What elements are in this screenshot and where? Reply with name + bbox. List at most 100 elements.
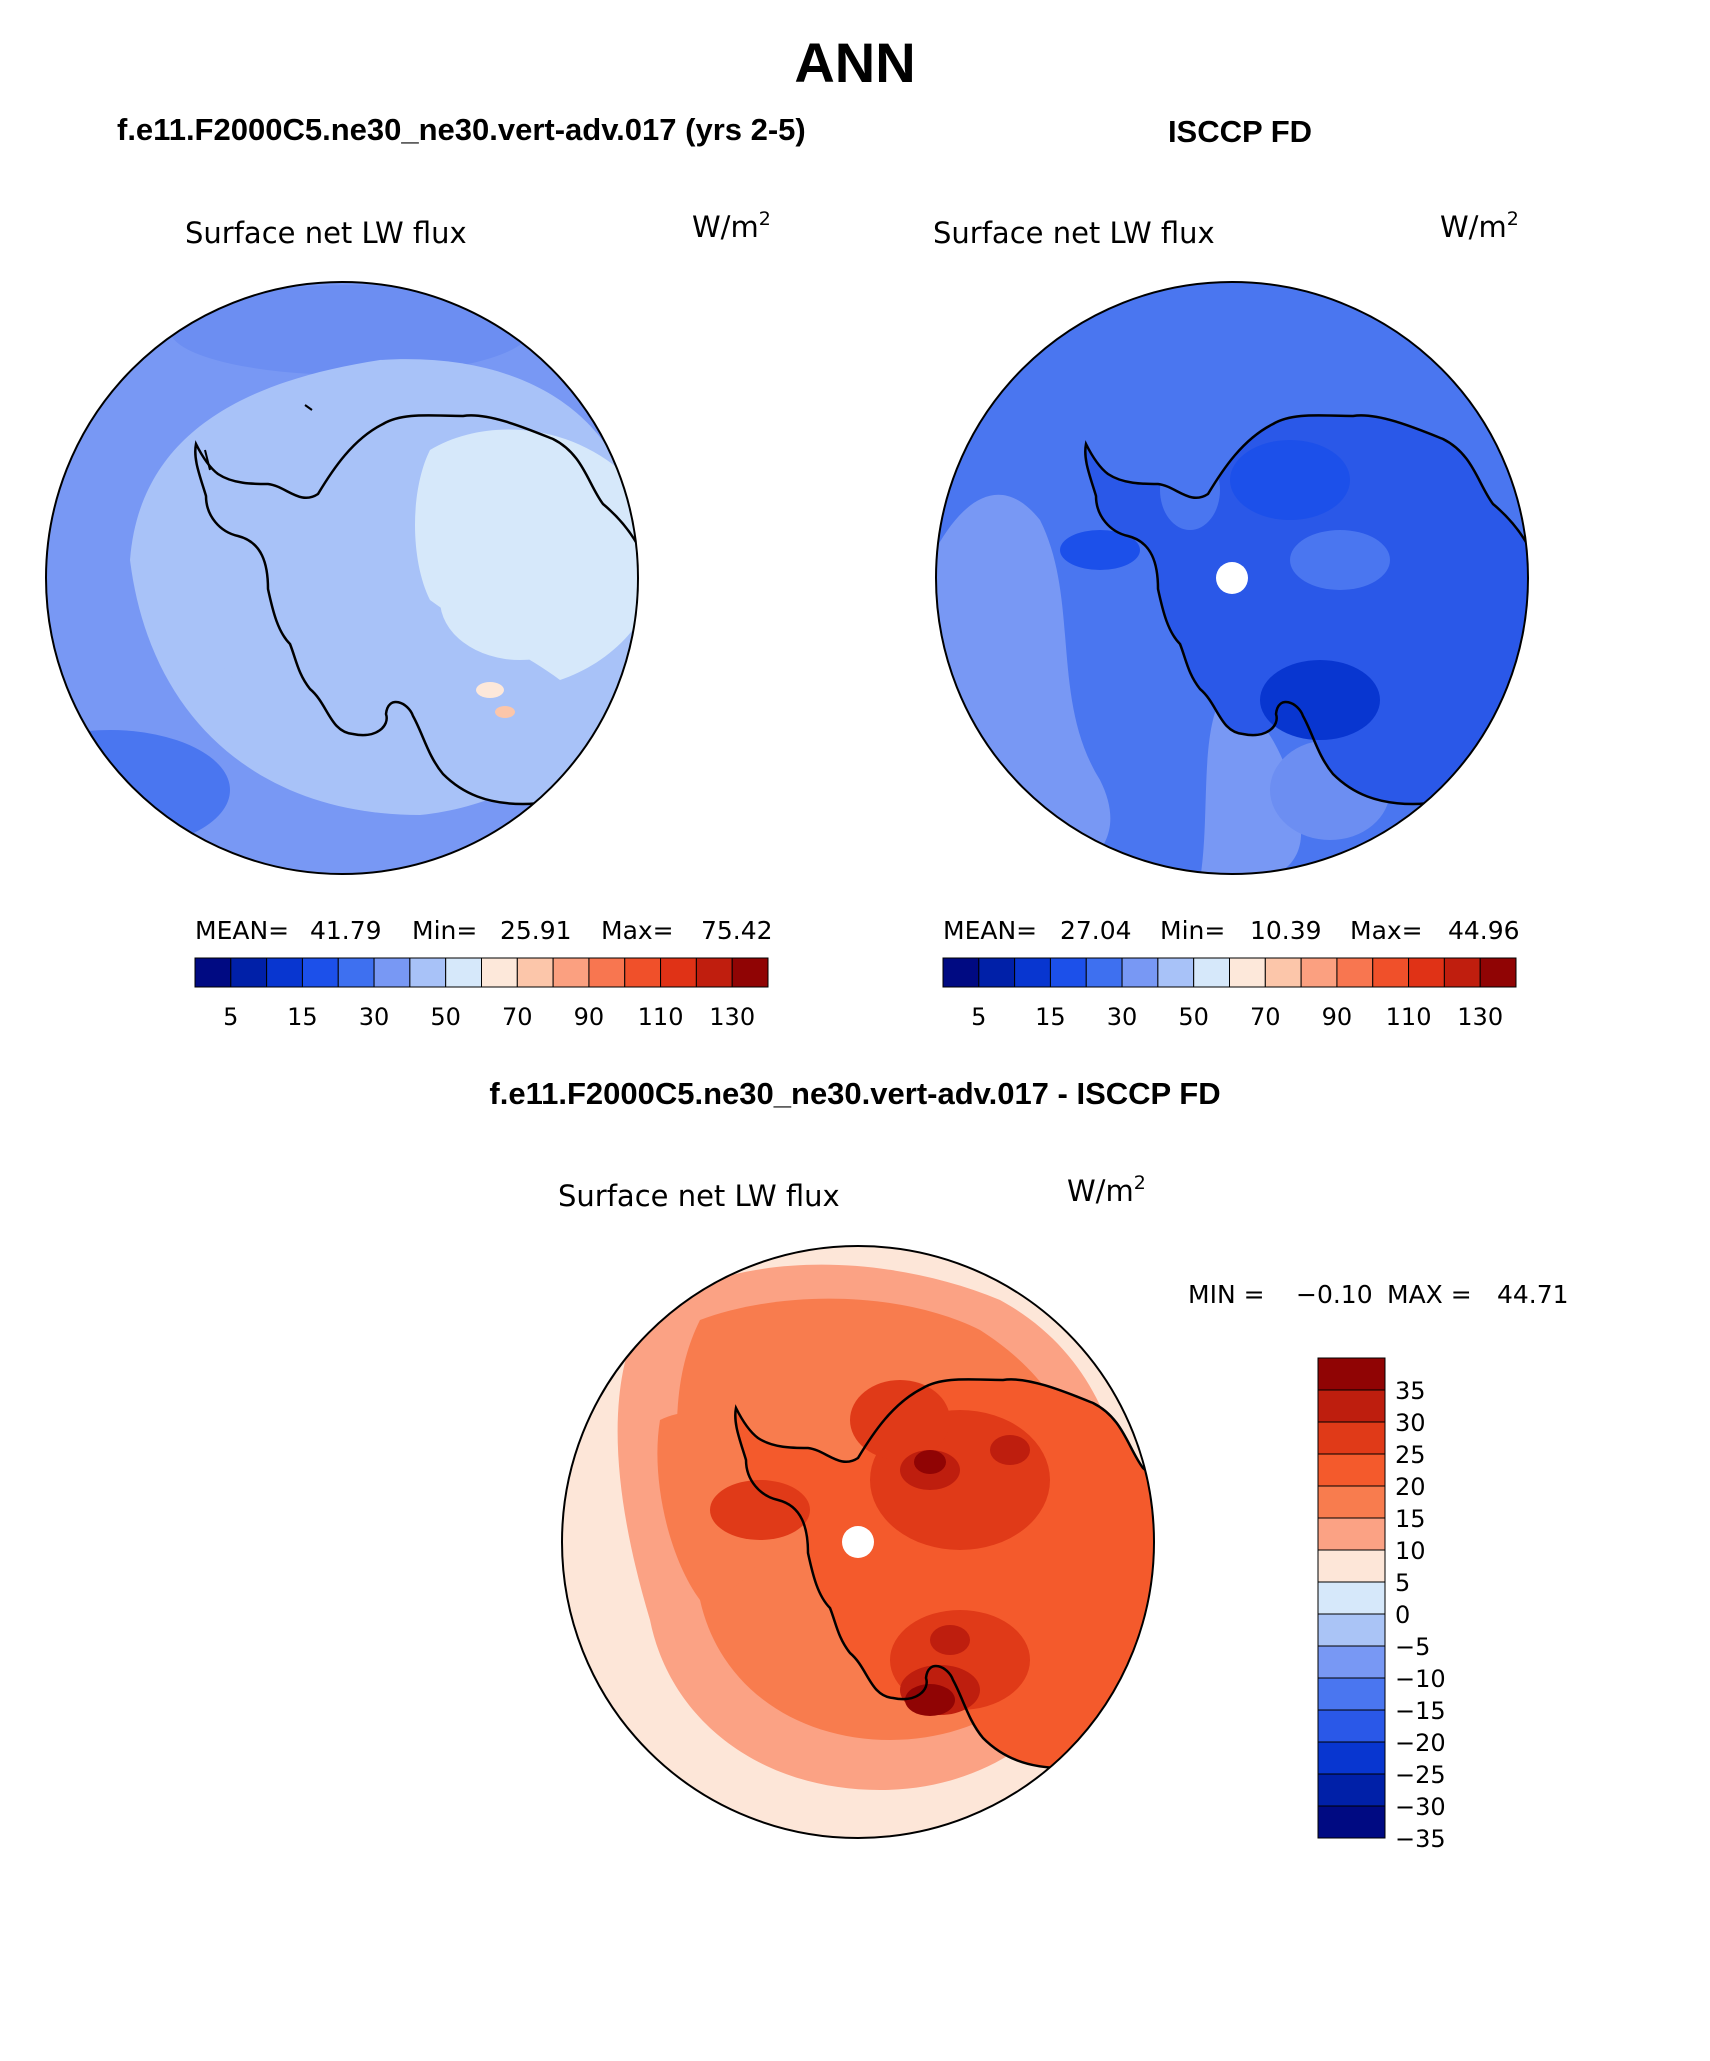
diff-colorbar-swatch xyxy=(1317,1773,1386,1807)
obs-colorbar-tick-label: 90 xyxy=(1322,1003,1353,1031)
obs-colorbar-swatch xyxy=(1372,957,1410,988)
model-min-label: Min= xyxy=(412,916,477,945)
obs-colorbar-swatch xyxy=(1085,957,1123,988)
obs-colorbar-swatch xyxy=(978,957,1016,988)
model-mean-label: MEAN= xyxy=(195,916,289,945)
obs-variable-label: Surface net LW flux xyxy=(933,216,1215,250)
model-colorbar-swatch xyxy=(660,957,697,988)
diff-colorbar-swatch xyxy=(1317,1549,1386,1583)
diff-colorbar-swatch xyxy=(1317,1645,1386,1679)
obs-colorbar-swatch xyxy=(1300,957,1338,988)
model-max-label: Max= xyxy=(601,916,674,945)
diff-map-fill xyxy=(562,1246,1154,1838)
model-colorbar-swatch xyxy=(588,957,626,988)
diff-colorbar-swatch xyxy=(1317,1485,1386,1519)
model-colorbar-tick-label: 130 xyxy=(709,1003,755,1031)
obs-colorbar-tick-label: 50 xyxy=(1178,1003,1209,1031)
diff-colorbar-swatch xyxy=(1317,1357,1386,1391)
diff-map-border xyxy=(561,1245,1155,1839)
obs-map-border xyxy=(935,281,1529,875)
model-colorbar-tick-label: 110 xyxy=(638,1003,684,1031)
diff-max-label: MAX = xyxy=(1387,1280,1472,1309)
model-variable-label: Surface net LW flux xyxy=(185,216,467,250)
diff-colorbar-tick-label: −10 xyxy=(1395,1665,1446,1693)
model-colorbar-swatch xyxy=(301,957,339,988)
model-colorbar-tick-label: 15 xyxy=(287,1003,318,1031)
diff-colorbar-tick-label: 15 xyxy=(1395,1505,1426,1533)
obs-colorbar-swatch xyxy=(1193,957,1230,988)
obs-colorbar-tick-label: 30 xyxy=(1107,1003,1138,1031)
diff-min-label: MIN = xyxy=(1188,1280,1265,1309)
obs-max-label: Max= xyxy=(1350,916,1423,945)
model-colorbar-swatch xyxy=(516,957,554,988)
model-colorbar-swatch xyxy=(445,957,482,988)
obs-colorbar-tick-label: 70 xyxy=(1250,1003,1281,1031)
model-colorbar-swatch xyxy=(552,957,590,988)
diff-colorbar-swatch xyxy=(1317,1613,1386,1647)
model-case-title: f.e11.F2000C5.ne30_ne30.vert-adv.017 (yr… xyxy=(117,112,806,147)
figure-title: ANN xyxy=(794,31,916,94)
model-colorbar-tick-label: 30 xyxy=(359,1003,390,1031)
model-colorbar-tick-label: 90 xyxy=(574,1003,605,1031)
diff-case-title: f.e11.F2000C5.ne30_ne30.vert-adv.017 - I… xyxy=(489,1076,1221,1111)
model-map-fill xyxy=(46,282,638,874)
model-map-border xyxy=(45,281,639,875)
obs-min-value: 10.39 xyxy=(1250,916,1322,945)
model-colorbar-swatch xyxy=(481,957,518,988)
diff-units-label: W/m2 xyxy=(1067,1172,1146,1208)
diff-colorbar-tick-label: 5 xyxy=(1395,1569,1410,1597)
obs-colorbar-swatch xyxy=(1229,957,1266,988)
obs-units-label: W/m2 xyxy=(1440,208,1519,244)
diff-colorbar-tick-label: −35 xyxy=(1395,1825,1446,1853)
model-mean-value: 41.79 xyxy=(310,916,382,945)
diff-map: Surface net LW flux W/m2 xyxy=(558,1172,1569,1853)
diff-colorbar-tick-label: 30 xyxy=(1395,1409,1426,1437)
obs-colorbar-swatch xyxy=(1049,957,1087,988)
model-map: Surface net LW flux W/m2 xyxy=(45,208,773,1031)
model-colorbar-swatch xyxy=(695,957,733,988)
obs-max-value: 44.96 xyxy=(1448,916,1520,945)
diff-colorbar-swatch xyxy=(1317,1517,1386,1551)
diff-colorbar-swatch xyxy=(1317,1805,1386,1839)
obs-colorbar-swatch xyxy=(1157,957,1195,988)
diff-colorbar-tick-label: −15 xyxy=(1395,1697,1446,1725)
diff-colorbar-swatch xyxy=(1317,1709,1386,1743)
model-units-label: W/m2 xyxy=(692,208,771,244)
obs-colorbar-tick-label: 110 xyxy=(1386,1003,1432,1031)
model-colorbar-tick-label: 70 xyxy=(502,1003,533,1031)
diff-colorbar-tick-label: 35 xyxy=(1395,1377,1426,1405)
obs-colorbar-swatch xyxy=(1264,957,1302,988)
model-colorbar-swatch xyxy=(373,957,411,988)
diff-colorbar-tick-label: 25 xyxy=(1395,1441,1426,1469)
obs-case-title: ISCCP FD xyxy=(1167,114,1313,149)
model-colorbar-tick-label: 5 xyxy=(223,1003,238,1031)
diff-colorbar-swatch xyxy=(1317,1421,1386,1455)
obs-colorbar-swatch xyxy=(942,957,980,988)
diff-colorbar-swatch xyxy=(1317,1677,1386,1711)
diff-max-value: 44.71 xyxy=(1497,1280,1569,1309)
model-max-value: 75.42 xyxy=(701,916,773,945)
model-colorbar-swatch xyxy=(230,957,268,988)
diff-colorbar-tick-label: 20 xyxy=(1395,1473,1426,1501)
diff-colorbar-tick-label: −30 xyxy=(1395,1793,1446,1821)
model-colorbar-swatch xyxy=(731,957,769,988)
obs-colorbar-swatch xyxy=(1408,957,1445,988)
model-colorbar-swatch xyxy=(337,957,375,988)
diff-colorbar-tick-label: −20 xyxy=(1395,1729,1446,1757)
diff-colorbar-swatch xyxy=(1317,1741,1386,1775)
obs-map: Surface net LW flux W/m2 MEAN= 27.04 xyxy=(933,208,1529,1031)
obs-colorbar-swatch xyxy=(1336,957,1374,988)
model-colorbar: 5 15 30 50 70 90 110 130 xyxy=(194,957,769,1031)
diff-colorbar-tick-label: 10 xyxy=(1395,1537,1426,1565)
diff-colorbar-swatch xyxy=(1317,1453,1386,1487)
obs-colorbar-swatch xyxy=(1121,957,1159,988)
diff-min-value: −0.10 xyxy=(1296,1280,1373,1309)
obs-colorbar-tick-label: 15 xyxy=(1035,1003,1066,1031)
obs-colorbar-swatch xyxy=(1479,957,1517,988)
obs-colorbar-tick-label: 130 xyxy=(1457,1003,1503,1031)
obs-mean-value: 27.04 xyxy=(1060,916,1132,945)
obs-colorbar-swatch xyxy=(1014,957,1051,988)
model-colorbar-swatch xyxy=(624,957,662,988)
diff-variable-label: Surface net LW flux xyxy=(558,1179,840,1213)
